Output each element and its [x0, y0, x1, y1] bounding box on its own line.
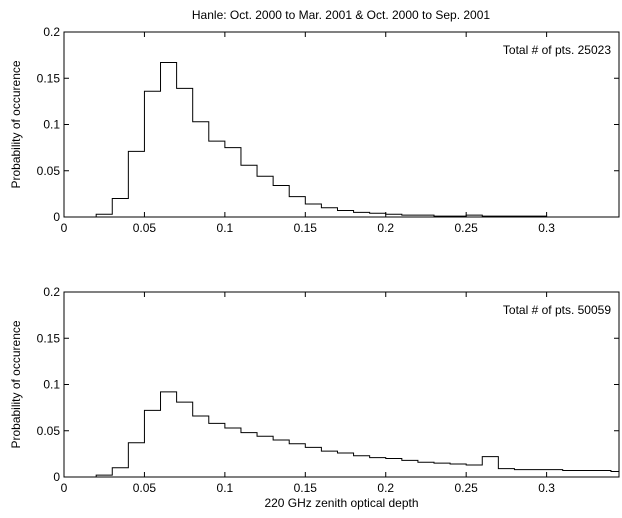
x-tick-label: 0.2: [377, 221, 394, 235]
y-tick-labels: 0 0.05 0.1 0.15 0.2: [37, 25, 61, 224]
plot-frame: [63, 31, 620, 218]
histogram-panel-bottom: 0 0.05 0.1 0.15 0.2 0 0.05 0.1 0.15 0.2 0.25 0.3 P…: [9, 285, 620, 510]
y-tick-label: 0.2: [43, 285, 60, 299]
y-tick-labels: 0 0.05 0.1 0.15 0.2: [37, 285, 61, 484]
figure-title: Hanle: Oct. 2000 to Mar. 2001 & Oct. 200…: [192, 8, 491, 22]
x-tick-label: 0.3: [538, 481, 555, 495]
x-tick-label: 0.15: [294, 481, 318, 495]
total-points-annotation: Total # of pts. 50059: [503, 303, 611, 317]
axis-ticks: [63, 31, 619, 218]
y-tick-label: 0.2: [43, 25, 60, 39]
y-tick-label: 0: [53, 470, 60, 484]
axis-ticks: [63, 291, 619, 478]
y-tick-label: 0.05: [37, 164, 61, 178]
x-tick-label: 0.05: [133, 221, 157, 235]
y-tick-label: 0: [53, 210, 60, 224]
x-tick-label: 0: [61, 481, 68, 495]
x-axis-label: 220 GHz zenith optical depth: [264, 496, 418, 510]
x-tick-label: 0: [61, 221, 68, 235]
total-points-annotation: Total # of pts. 25023: [503, 43, 611, 57]
y-axis-label: Probability of occurence: [9, 60, 23, 188]
y-axis-label: Probability of occurence: [9, 320, 23, 448]
histogram-step-line: [80, 62, 595, 218]
y-tick-label: 0.05: [37, 424, 61, 438]
x-tick-label: 0.25: [454, 481, 478, 495]
x-tick-label: 0.2: [377, 481, 394, 495]
x-tick-label: 0.1: [217, 221, 234, 235]
x-tick-label: 0.15: [294, 221, 318, 235]
plot-frame: [63, 291, 620, 478]
y-tick-label: 0.1: [43, 118, 60, 132]
x-tick-labels: 0 0.05 0.1 0.15 0.2 0.25 0.3: [61, 481, 556, 495]
x-tick-label: 0.3: [538, 221, 555, 235]
x-tick-label: 0.25: [454, 221, 478, 235]
y-tick-label: 0.15: [37, 331, 61, 345]
x-tick-labels: 0 0.05 0.1 0.15 0.2 0.25 0.3: [61, 221, 556, 235]
x-tick-label: 0.1: [217, 481, 234, 495]
y-tick-label: 0.15: [37, 71, 61, 85]
histogram-panel-top: 0 0.05 0.1 0.15 0.2 0 0.05 0.1 0.15 0.2 0.25 0.3 P…: [9, 25, 620, 235]
y-tick-label: 0.1: [43, 378, 60, 392]
histogram-step-line: [80, 391, 620, 478]
x-tick-label: 0.05: [133, 481, 157, 495]
